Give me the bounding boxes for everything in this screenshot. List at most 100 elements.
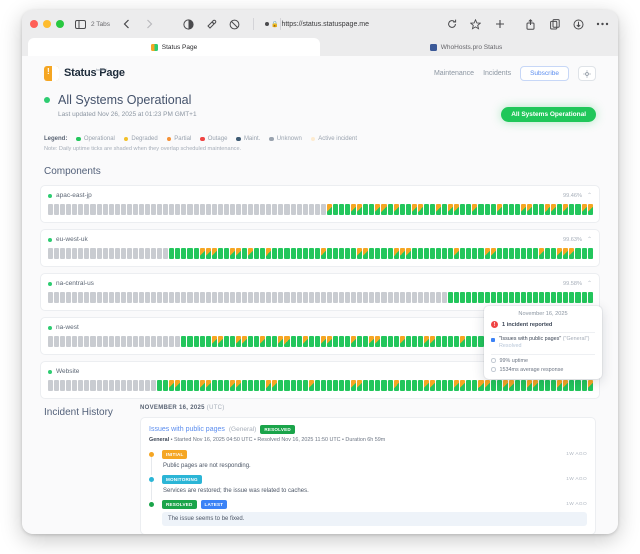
uptime-tick[interactable] — [345, 248, 351, 259]
uptime-tick[interactable] — [248, 380, 254, 391]
uptime-tick[interactable] — [345, 336, 351, 347]
uptime-tick[interactable] — [429, 380, 435, 391]
uptime-tick[interactable] — [442, 336, 448, 347]
uptime-tick[interactable] — [363, 248, 369, 259]
uptime-tick[interactable] — [545, 292, 551, 303]
uptime-tick[interactable] — [66, 380, 72, 391]
uptime-tick[interactable] — [199, 292, 205, 303]
new-tab-icon[interactable] — [492, 17, 507, 32]
uptime-tick[interactable] — [205, 336, 211, 347]
uptime-tick[interactable] — [169, 292, 175, 303]
uptime-tick[interactable] — [260, 380, 266, 391]
uptime-tick[interactable] — [132, 204, 138, 215]
uptime-tick[interactable] — [448, 248, 454, 259]
uptime-tick[interactable] — [114, 248, 120, 259]
uptime-tick[interactable] — [339, 204, 345, 215]
uptime-tick[interactable] — [460, 380, 466, 391]
uptime-tick[interactable] — [387, 292, 393, 303]
uptime-tick[interactable] — [423, 248, 429, 259]
uptime-tick[interactable] — [181, 204, 187, 215]
uptime-tick[interactable] — [48, 248, 54, 259]
uptime-tick[interactable] — [248, 292, 254, 303]
uptime-tick[interactable] — [436, 336, 442, 347]
uptime-tick[interactable] — [235, 336, 241, 347]
uptime-tick[interactable] — [448, 380, 454, 391]
uptime-tick[interactable] — [145, 336, 151, 347]
uptime-tick[interactable] — [539, 248, 545, 259]
uptime-tick[interactable] — [145, 248, 151, 259]
uptime-tick[interactable] — [533, 204, 539, 215]
uptime-tick[interactable] — [575, 292, 581, 303]
uptime-tick[interactable] — [387, 380, 393, 391]
uptime-tick[interactable] — [478, 204, 484, 215]
uptime-tick[interactable] — [575, 204, 581, 215]
subscribe-button[interactable]: Subscribe — [520, 66, 569, 81]
uptime-tick[interactable] — [54, 292, 60, 303]
component-card[interactable]: apac-east-jp 99.46% ⌃ — [40, 185, 600, 223]
uptime-tick[interactable] — [454, 204, 460, 215]
uptime-tick[interactable] — [533, 248, 539, 259]
uptime-tick[interactable] — [442, 204, 448, 215]
uptime-tick[interactable] — [526, 380, 532, 391]
uptime-tick[interactable] — [417, 248, 423, 259]
uptime-tick[interactable] — [320, 204, 326, 215]
uptime-tick[interactable] — [454, 248, 460, 259]
uptime-tick[interactable] — [78, 380, 84, 391]
uptime-tick[interactable] — [478, 292, 484, 303]
uptime-tick[interactable] — [254, 204, 260, 215]
uptime-tick[interactable] — [157, 336, 163, 347]
uptime-tick[interactable] — [508, 380, 514, 391]
uptime-tick[interactable] — [254, 380, 260, 391]
uptime-tick[interactable] — [248, 248, 254, 259]
uptime-tick[interactable] — [375, 380, 381, 391]
uptime-tick[interactable] — [508, 292, 514, 303]
uptime-tick[interactable] — [151, 204, 157, 215]
uptime-tick[interactable] — [436, 380, 442, 391]
uptime-tick[interactable] — [175, 292, 181, 303]
incident-title-link[interactable]: Issues with public pages — [149, 426, 225, 433]
uptime-tick[interactable] — [90, 204, 96, 215]
uptime-tick[interactable] — [442, 248, 448, 259]
uptime-tick[interactable] — [496, 248, 502, 259]
uptime-tick[interactable] — [90, 380, 96, 391]
uptime-tick[interactable] — [235, 204, 241, 215]
uptime-tick[interactable] — [514, 204, 520, 215]
uptime-tick[interactable] — [357, 380, 363, 391]
uptime-tick[interactable] — [96, 380, 102, 391]
uptime-tick[interactable] — [526, 292, 532, 303]
uptime-tick[interactable] — [254, 336, 260, 347]
chevron-up-icon[interactable]: ⌃ — [586, 281, 592, 287]
component-card[interactable]: na-west99.51%⌃ — [40, 317, 600, 355]
uptime-tick[interactable] — [132, 380, 138, 391]
uptime-tick[interactable] — [181, 248, 187, 259]
uptime-tick[interactable] — [254, 248, 260, 259]
uptime-tick[interactable] — [436, 292, 442, 303]
uptime-tick[interactable] — [399, 248, 405, 259]
uptime-tick[interactable] — [120, 380, 126, 391]
uptime-tick[interactable] — [199, 204, 205, 215]
uptime-tick[interactable] — [266, 204, 272, 215]
uptime-tick[interactable] — [320, 292, 326, 303]
uptime-tick[interactable] — [145, 292, 151, 303]
uptime-tick[interactable] — [78, 336, 84, 347]
uptime-tick[interactable] — [181, 292, 187, 303]
copy-tabs-icon[interactable] — [547, 17, 562, 32]
uptime-tick[interactable] — [151, 336, 157, 347]
uptime-tick[interactable] — [157, 380, 163, 391]
uptime-tick[interactable] — [229, 248, 235, 259]
uptime-tick[interactable] — [260, 336, 266, 347]
close-window-button[interactable] — [30, 20, 38, 28]
uptime-tick[interactable] — [429, 204, 435, 215]
uptime-tick[interactable] — [557, 380, 563, 391]
uptime-tick[interactable] — [78, 248, 84, 259]
uptime-tick[interactable] — [569, 248, 575, 259]
uptime-tick[interactable] — [235, 292, 241, 303]
uptime-tick[interactable] — [205, 292, 211, 303]
uptime-tick[interactable] — [175, 204, 181, 215]
uptime-tick[interactable] — [466, 204, 472, 215]
component-card[interactable]: eu-west-uk 99.63% ⌃ — [40, 229, 600, 267]
uptime-tick[interactable] — [320, 380, 326, 391]
uptime-tick[interactable] — [211, 336, 217, 347]
uptime-tick[interactable] — [278, 204, 284, 215]
uptime-tick[interactable] — [357, 204, 363, 215]
